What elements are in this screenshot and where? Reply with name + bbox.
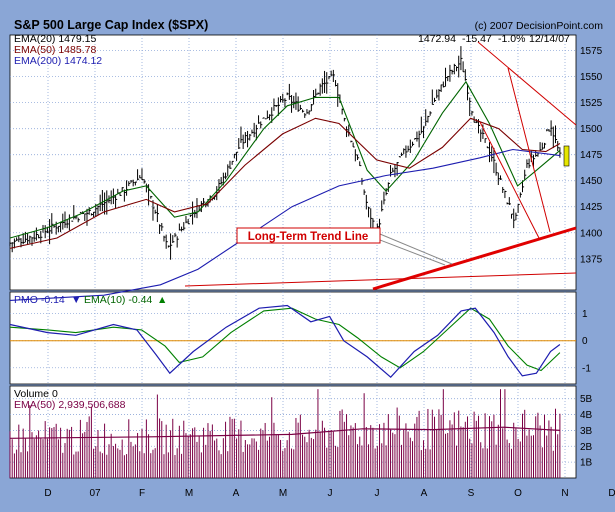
volume-legend: Volume 0 EMA(50) 2,939,506,688: [14, 388, 126, 411]
price-tick-label: 1375: [580, 254, 603, 265]
month-label: 07: [89, 488, 101, 499]
price-tick-label: 1550: [580, 72, 603, 83]
month-label: M: [279, 488, 287, 499]
channel-line-lower: [479, 121, 541, 241]
volume-tick-label: 2B: [580, 442, 593, 453]
month-label: O: [514, 488, 522, 499]
price-legend: EMA(20) 1479.15 EMA(50) 1485.78 EMA(200)…: [14, 33, 102, 67]
price-panel: [9, 34, 577, 291]
price-tick-label: 1475: [580, 150, 603, 161]
pmo-down-arrow: ▼: [71, 294, 81, 306]
quote-pct: -1.0%: [498, 33, 525, 45]
pmo-ema-legend-label: EMA(10) -0.44: [84, 294, 152, 306]
price-tick-label: 1575: [580, 46, 603, 57]
price-tick-label: 1425: [580, 202, 603, 213]
pmo-tick-label: 0: [582, 336, 588, 347]
legend-ema200: EMA(200) 1474.12: [14, 55, 102, 67]
month-label: A: [421, 488, 428, 499]
price-tick-label: 1400: [580, 228, 603, 239]
annotation-pointer-2: [379, 239, 446, 266]
volume-tick-label: 4B: [580, 410, 593, 421]
month-label: F: [139, 488, 145, 499]
month-label: J: [375, 488, 380, 499]
pmo-legend: PMO -0.14 ▼ EMA(10) -0.44 ▲: [14, 294, 167, 306]
ema-line-ema50: [9, 117, 561, 249]
pmo-line: [9, 304, 561, 379]
price-tick-label: 1450: [580, 176, 603, 187]
lines-layer: [9, 41, 577, 478]
ema-line-ema200: [9, 148, 560, 301]
copyright: (c) 2007 DecisionPoint.com: [475, 20, 604, 32]
quote-close: 1472.94: [418, 33, 456, 45]
pmo-legend-label: PMO -0.14: [14, 294, 65, 306]
month-label: S: [468, 488, 475, 499]
legend-ema50: EMA(50) 1485.78: [14, 44, 96, 56]
annotation-pointer-1: [379, 233, 453, 265]
pmo-tick-label: 1: [582, 309, 588, 320]
pmo-up-arrow: ▲: [157, 294, 167, 306]
month-label: D: [44, 488, 51, 499]
legend-ema20: EMA(20) 1479.15: [14, 33, 96, 45]
month-label: J: [328, 488, 333, 499]
annotation-label: Long-Term Trend Line: [248, 231, 369, 243]
quote-change: -15.47: [462, 33, 492, 45]
price-tick-label: 1500: [580, 124, 603, 135]
price-tick-label: 1525: [580, 98, 603, 109]
grid-layer: D 07 F M A M J J A S O N D15751550152515001475145014…: [10, 35, 615, 499]
pmo-tick-label: -1: [582, 363, 591, 374]
resistance-trend-line: [477, 41, 577, 126]
volume-ema-legend-label: EMA(50) 2,939,506,688: [14, 399, 126, 411]
pmo-panel: [9, 291, 577, 385]
month-label: M: [185, 488, 193, 499]
month-label: N: [561, 488, 568, 499]
volume-ema-line: [9, 426, 560, 439]
quote-line: 1472.94 -15.47 -1.0% 12/14/07: [418, 33, 570, 45]
volume-tick-label: 3B: [580, 426, 593, 437]
chart-title: S&P 500 Large Cap Index ($SPX): [14, 18, 208, 32]
channel-line-upper: [507, 67, 551, 233]
support-trend-line: [184, 272, 577, 287]
volume-tick-label: 5B: [580, 394, 593, 405]
quote-date: 12/14/07: [529, 33, 570, 45]
ema-line-ema20: [9, 80, 561, 239]
month-label: A: [233, 488, 240, 499]
annotation-box: [236, 227, 381, 244]
trend-annotation: Long-Term Trend Line: [236, 227, 453, 266]
last-price-marker: [563, 145, 570, 167]
volume-legend-label: Volume 0: [14, 388, 58, 400]
month-label: D: [608, 488, 615, 499]
volume-tick-label: 1B: [580, 458, 593, 469]
